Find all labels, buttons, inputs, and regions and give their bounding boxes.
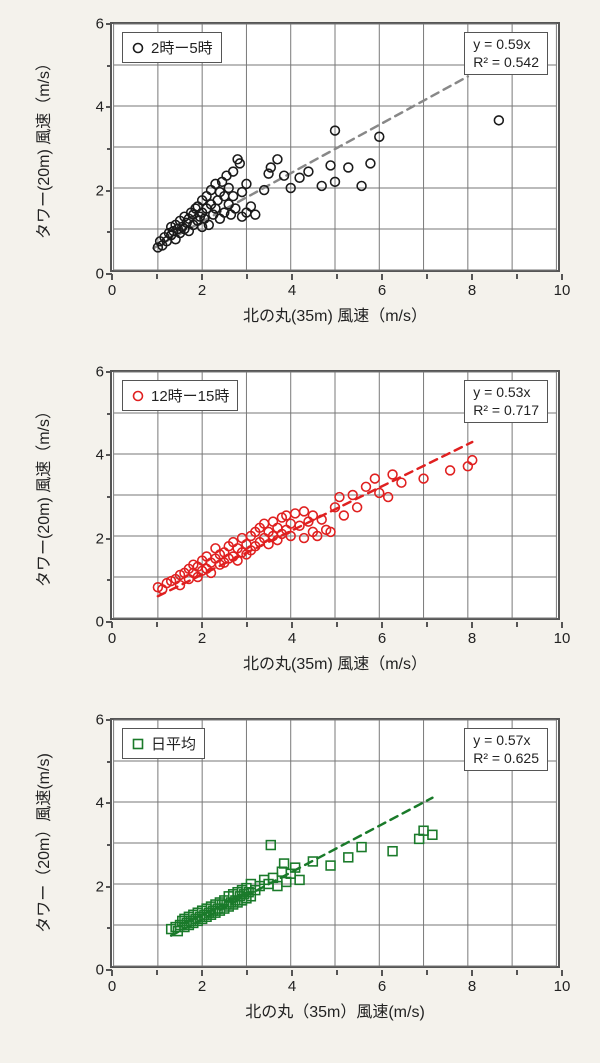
ytick-label: 2 (82, 530, 104, 547)
ytick-label: 4 (82, 795, 104, 812)
ylabel-noon: タワー(20m) 風速（m/s） (30, 403, 54, 587)
plot-area-noon: 12時ー15時 y = 0.53x R² = 0.717 02468100246 (110, 370, 560, 620)
xtick-label: 2 (198, 282, 206, 299)
legend-marker-night (131, 41, 145, 55)
eq-line2-daily: R² = 0.625 (473, 750, 539, 768)
xtick-label: 10 (554, 630, 571, 647)
eq-box-daily: y = 0.57x R² = 0.625 (464, 728, 548, 771)
panel-daily: タワー（20m）風速(m/s) 日平均 y = 0.57x R² = 0.625… (20, 706, 580, 1036)
xtick-label: 10 (554, 978, 571, 995)
page: タワー(20m) 風速（m/s） 2時ー5時 y = 0.59x R² = 0.… (0, 0, 600, 1063)
legend-label-night: 2時ー5時 (151, 37, 213, 58)
ytick-label: 0 (82, 266, 104, 283)
xtick-label: 0 (108, 978, 116, 995)
legend-marker-noon (131, 389, 145, 403)
ytick-label: 2 (82, 182, 104, 199)
ytick-label: 4 (82, 447, 104, 464)
ytick-label: 4 (82, 99, 104, 116)
panel-noon: タワー(20m) 風速（m/s） 12時ー15時 y = 0.53x R² = … (20, 358, 580, 688)
panel-night: タワー(20m) 風速（m/s） 2時ー5時 y = 0.59x R² = 0.… (20, 10, 580, 340)
xtick-label: 6 (378, 630, 386, 647)
xtick-label: 4 (288, 630, 296, 647)
eq-line1-noon: y = 0.53x (473, 384, 539, 402)
plot-area-daily: 日平均 y = 0.57x R² = 0.625 02468100246 (110, 718, 560, 968)
xtick-label: 4 (288, 282, 296, 299)
eq-line1-daily: y = 0.57x (473, 732, 539, 750)
xtick-label: 8 (468, 978, 476, 995)
xlabel-daily: 北の丸（35m）風速(m/s) (245, 998, 425, 1022)
xtick-label: 6 (378, 282, 386, 299)
legend-marker-daily (131, 737, 145, 751)
xtick-label: 6 (378, 978, 386, 995)
eq-box-noon: y = 0.53x R² = 0.717 (464, 380, 548, 423)
eq-box-night: y = 0.59x R² = 0.542 (464, 32, 548, 75)
xtick-label: 0 (108, 282, 116, 299)
plot-area-night: 2時ー5時 y = 0.59x R² = 0.542 02468100246 (110, 22, 560, 272)
eq-line1-night: y = 0.59x (473, 36, 539, 54)
xtick-label: 8 (468, 282, 476, 299)
xtick-label: 8 (468, 630, 476, 647)
ytick-label: 6 (82, 16, 104, 33)
xtick-label: 10 (554, 282, 571, 299)
ylabel-night: タワー(20m) 風速（m/s） (30, 55, 54, 239)
xtick-label: 2 (198, 978, 206, 995)
xtick-label: 2 (198, 630, 206, 647)
legend-daily: 日平均 (122, 728, 205, 759)
xlabel-noon: 北の丸(35m) 風速（m/s） (243, 650, 427, 674)
ytick-label: 0 (82, 614, 104, 631)
legend-noon: 12時ー15時 (122, 380, 238, 411)
ylabel-daily: タワー（20m）風速(m/s) (30, 753, 54, 933)
ytick-label: 0 (82, 962, 104, 979)
ytick-label: 6 (82, 712, 104, 729)
eq-line2-night: R² = 0.542 (473, 54, 539, 72)
eq-line2-noon: R² = 0.717 (473, 402, 539, 420)
legend-night: 2時ー5時 (122, 32, 222, 63)
legend-label-daily: 日平均 (151, 733, 196, 754)
xtick-label: 0 (108, 630, 116, 647)
xlabel-night: 北の丸(35m) 風速（m/s） (243, 302, 427, 326)
legend-label-noon: 12時ー15時 (151, 385, 229, 406)
xtick-label: 4 (288, 978, 296, 995)
ytick-label: 2 (82, 878, 104, 895)
ytick-label: 6 (82, 364, 104, 381)
